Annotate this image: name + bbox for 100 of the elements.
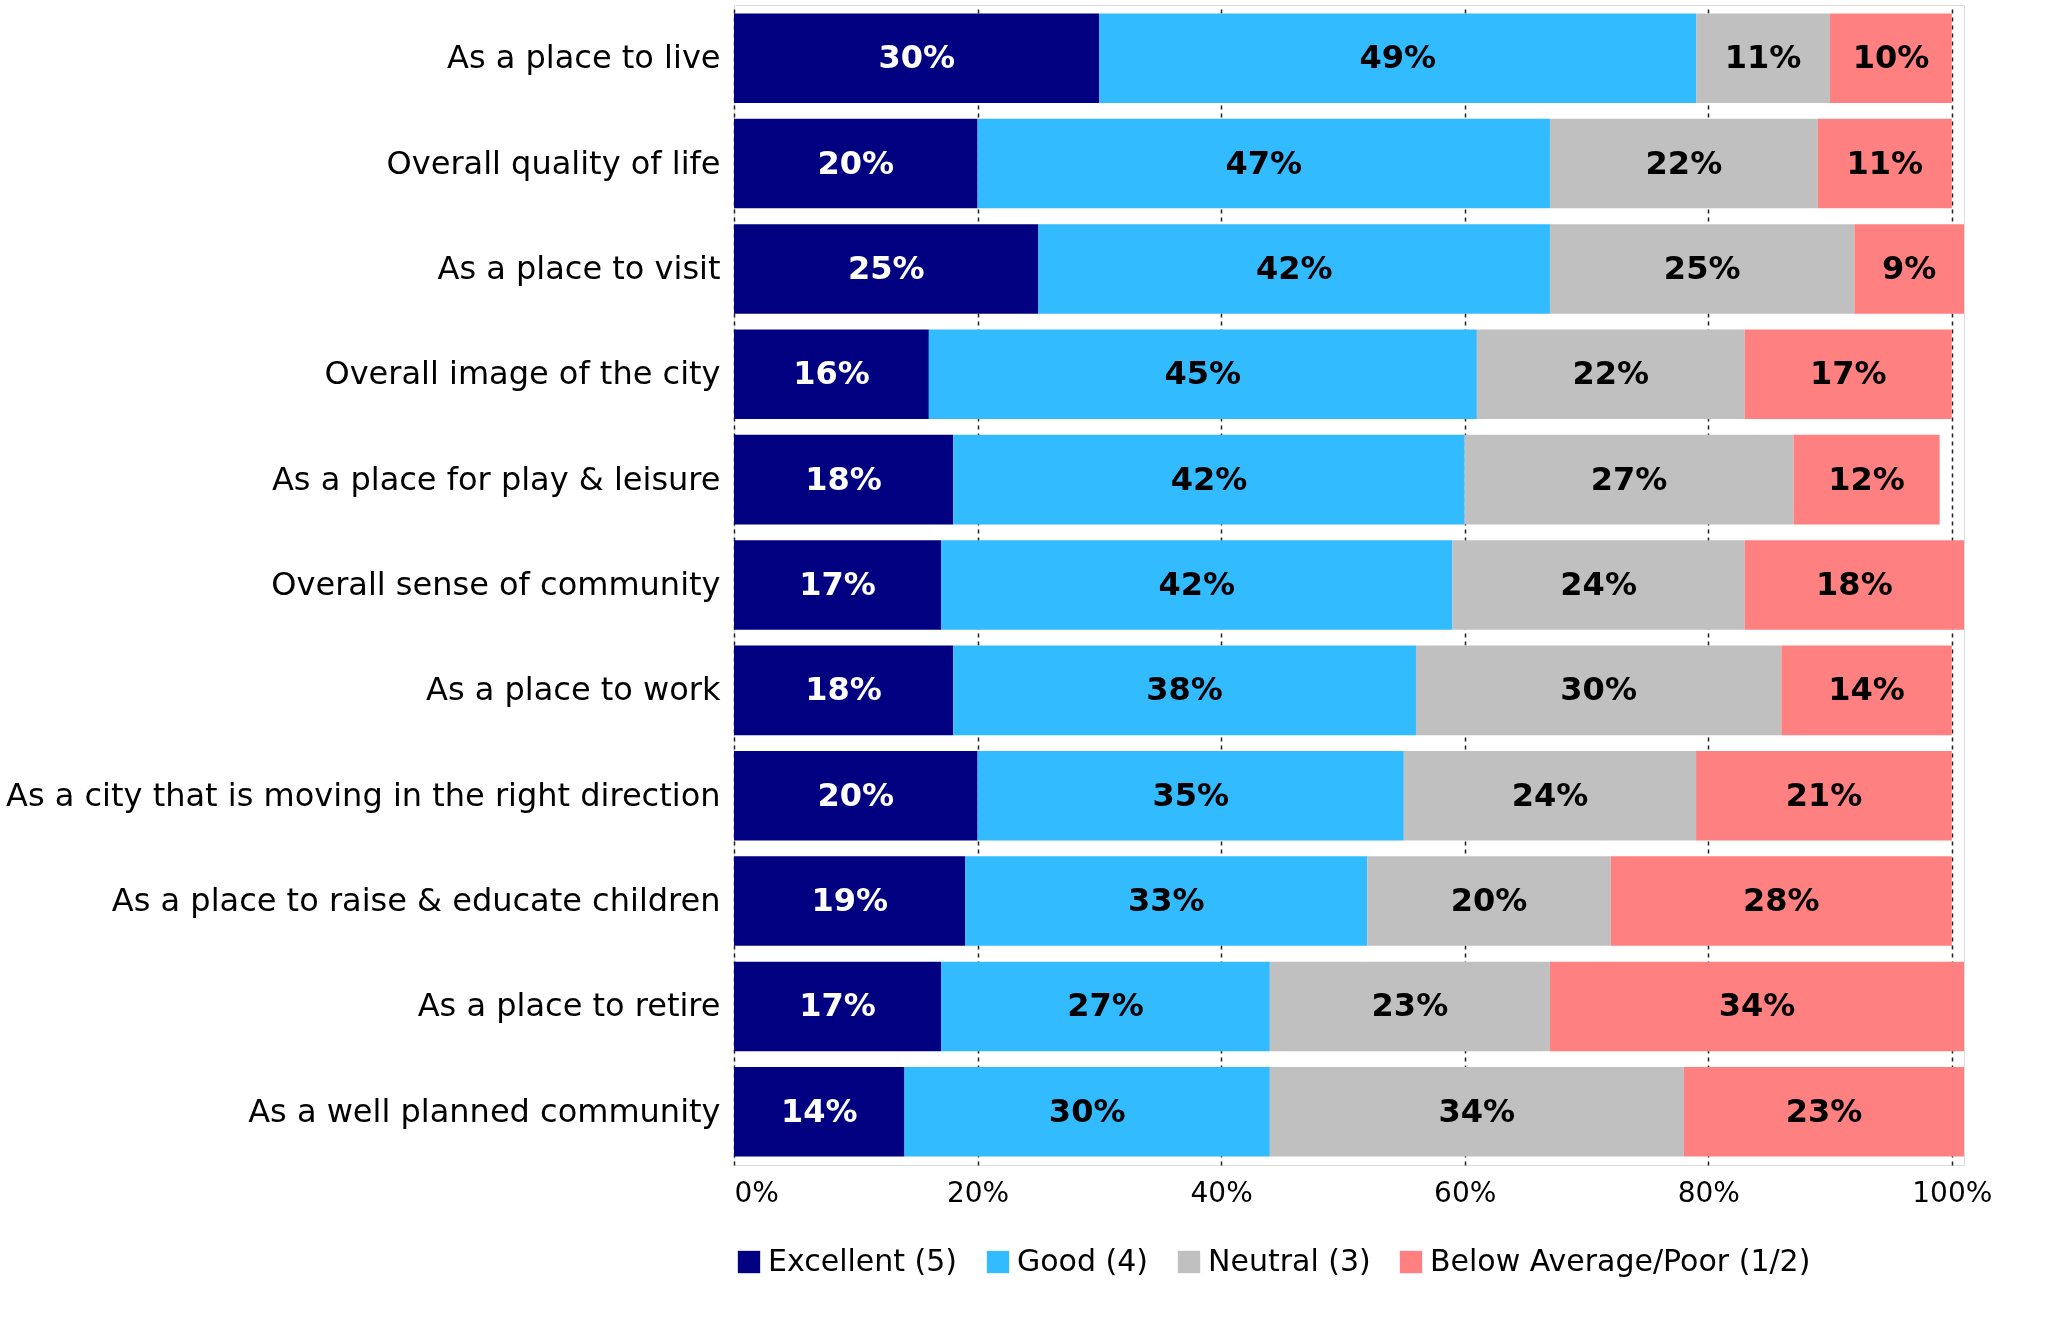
bar <box>941 540 1453 630</box>
data-label: 16% <box>793 354 870 393</box>
bar <box>1476 329 1745 420</box>
data-label: 42% <box>1255 248 1333 287</box>
data-label: 17% <box>1810 354 1887 393</box>
x-tick-label: 100% <box>1912 1175 1993 1209</box>
data-label: 11% <box>1846 143 1924 182</box>
data-label: 9% <box>1882 248 1937 287</box>
bar <box>1415 645 1782 736</box>
bar <box>904 1067 1270 1157</box>
bar <box>734 1067 905 1157</box>
data-label: 47% <box>1225 143 1303 182</box>
bar <box>1683 1067 1964 1157</box>
bar <box>734 540 942 630</box>
bar <box>734 856 966 946</box>
bar <box>734 329 929 420</box>
data-label: 34% <box>1718 986 1796 1025</box>
y-tick-label: As a place to live <box>447 38 721 77</box>
bar <box>1452 540 1745 630</box>
bar <box>1269 961 1550 1052</box>
bar <box>1403 750 1697 841</box>
bar <box>1744 540 1964 630</box>
bar <box>1464 434 1794 525</box>
data-label: 27% <box>1590 459 1668 498</box>
bar <box>1830 13 1952 103</box>
x-tick-label: 20% <box>946 1175 1010 1209</box>
y-tick-label: Overall image of the city <box>324 354 721 393</box>
data-label: 27% <box>1067 986 1144 1025</box>
bar <box>734 961 942 1052</box>
y-tick-label: As a place to raise & educate children <box>111 881 721 920</box>
data-label: 45% <box>1164 354 1242 393</box>
data-label: 24% <box>1560 565 1637 603</box>
legend-label: Neutral (3) <box>1208 1243 1371 1278</box>
bar <box>941 961 1270 1052</box>
data-label: 38% <box>1146 670 1223 709</box>
y-tick-label: Overall quality of life <box>386 143 721 182</box>
bar <box>1549 224 1855 314</box>
bar <box>1781 645 1952 736</box>
bar <box>1269 1067 1684 1157</box>
data-label: 18% <box>805 459 882 498</box>
data-label: 10% <box>1852 38 1930 77</box>
data-label: 30% <box>1560 670 1637 709</box>
y-tick-label: As a place to work <box>425 670 721 709</box>
data-label: 22% <box>1572 354 1650 393</box>
bar <box>1817 118 1952 209</box>
y-tick-label: As a city that is moving in the right direction <box>5 775 721 814</box>
bar <box>734 13 1100 103</box>
x-tick-label: 40% <box>1190 1175 1253 1209</box>
data-label: 12% <box>1828 459 1905 498</box>
data-label: 20% <box>1450 881 1528 920</box>
bar <box>734 645 954 736</box>
data-label: 28% <box>1743 881 1820 920</box>
bar <box>1696 750 1952 841</box>
y-tick-label: As a place for play & leisure <box>271 459 721 498</box>
data-label: 22% <box>1645 143 1723 182</box>
data-label: 33% <box>1128 881 1205 920</box>
data-label: 14% <box>780 1091 858 1130</box>
data-label: 42% <box>1170 459 1248 498</box>
bar <box>1696 13 1831 103</box>
data-label: 14% <box>1828 670 1905 709</box>
data-label: 18% <box>805 670 882 709</box>
y-tick-label: As a place to visit <box>437 248 721 287</box>
bar <box>1099 13 1697 103</box>
bar <box>977 118 1550 209</box>
data-label: 30% <box>1048 1091 1126 1130</box>
y-tick-label: As a place to retire <box>417 986 721 1025</box>
y-tick-label: Overall sense of community <box>271 565 721 603</box>
data-label: 23% <box>1785 1091 1863 1130</box>
data-label: 25% <box>1663 248 1741 287</box>
bar <box>1038 224 1550 314</box>
bar <box>1549 118 1818 209</box>
bar <box>953 434 1465 525</box>
legend-label: Excellent (5) <box>768 1243 958 1278</box>
bar <box>734 224 1039 314</box>
data-label: 20% <box>817 775 895 814</box>
x-tick-label: 0% <box>734 1175 779 1209</box>
data-label: 49% <box>1359 38 1437 77</box>
y-tick-label: As a well planned community <box>248 1091 721 1130</box>
data-label: 42% <box>1158 565 1236 603</box>
bar <box>1610 856 1952 946</box>
bar <box>1854 224 1964 314</box>
data-label: 17% <box>799 565 876 603</box>
data-label: 25% <box>847 248 925 287</box>
data-label: 17% <box>799 986 876 1025</box>
data-label: 23% <box>1371 986 1449 1025</box>
bar <box>953 645 1416 736</box>
bar <box>734 118 978 209</box>
x-tick-label: 80% <box>1677 1175 1740 1209</box>
bar <box>1367 856 1611 946</box>
bar <box>965 856 1368 946</box>
data-label: 18% <box>1816 565 1893 603</box>
data-label: 24% <box>1511 775 1589 814</box>
bar <box>1744 329 1952 420</box>
x-tick-label: 60% <box>1434 1175 1497 1209</box>
legend-label: Good (4) <box>1017 1243 1149 1278</box>
legend-label: Below Average/Poor (1/2) <box>1430 1243 1811 1278</box>
data-label: 30% <box>878 38 955 77</box>
data-label: 20% <box>817 143 895 182</box>
data-label: 19% <box>811 881 888 920</box>
data-label: 35% <box>1152 775 1229 814</box>
